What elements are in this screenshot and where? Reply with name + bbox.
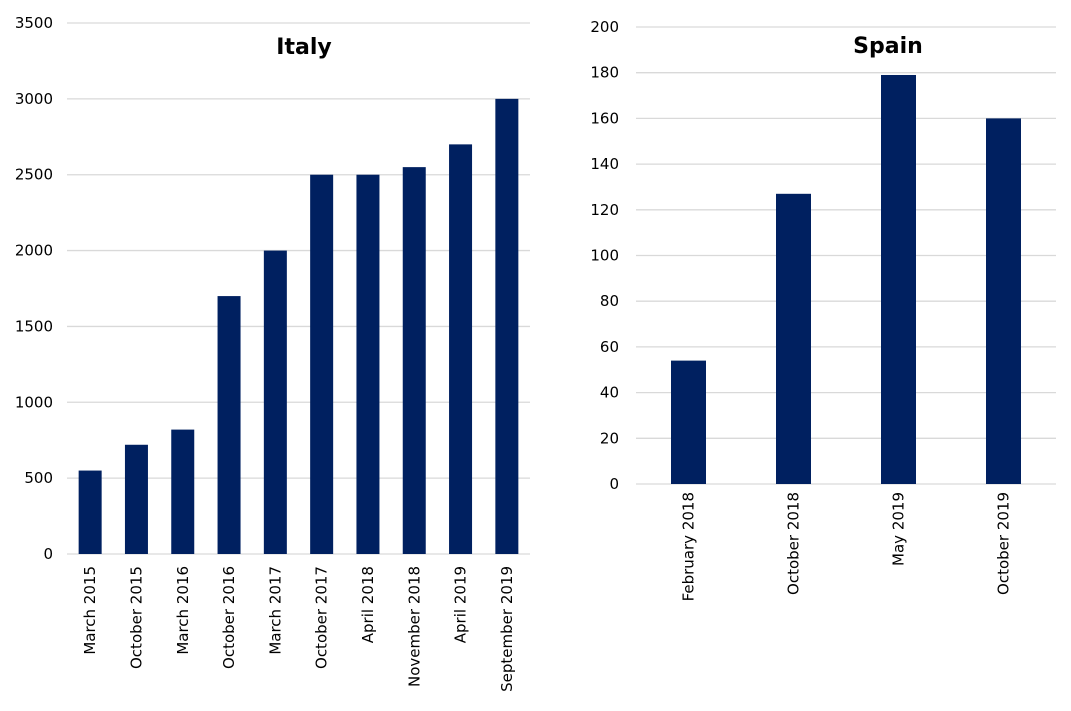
italy-y-tick-label: 500 [24,469,53,487]
spain-y-tick-label: 200 [590,18,619,36]
spain-x-tick-label: May 2019 [890,492,908,566]
italy-y-tick-label: 3500 [15,14,53,32]
italy-x-tick-label: September 2019 [498,566,516,692]
spain-y-tick-label: 20 [600,429,619,447]
spain-y-tick-label: 140 [590,155,619,173]
italy-bar [402,167,426,554]
italy-y-tick-label: 3000 [15,90,53,108]
italy-chart-title: Italy [276,35,331,60]
spain-chart-title: Spain [853,34,923,59]
italy-x-tick-label: October 2016 [220,566,238,669]
italy-y-tick-label: 0 [43,545,53,563]
italy-x-tick-label: March 2016 [174,566,192,655]
italy-bar [78,470,102,554]
italy-y-tick-label: 2500 [15,166,53,184]
italy-bar [310,174,334,554]
italy-x-tick-label: October 2015 [127,566,145,669]
italy-x-tick-label: March 2017 [266,566,284,655]
italy-bar [356,174,380,554]
spain-y-tick-label: 60 [600,338,619,356]
italy-y-tick-label: 1500 [15,317,53,335]
spain-bar [671,360,706,484]
italy-bar [495,98,519,554]
spain-bar [986,118,1021,485]
italy-y-tick-label: 2000 [15,242,53,260]
spain-y-tick-label: 40 [600,384,619,402]
italy-x-tick-label: November 2018 [405,566,423,687]
spain-y-tick-label: 160 [590,109,619,127]
spain-bar [881,74,916,485]
italy-x-tick-label: October 2017 [313,566,331,669]
spain-chart: Spain 0 20 40 60 80 100 120 140 160 180 200 Februar… [590,18,1056,601]
spain-y-tick-label: 180 [590,64,619,82]
italy-y-tick-label: 1000 [15,393,53,411]
italy-bar [263,250,287,555]
spain-y-tick-label: 120 [590,201,619,219]
spain-bar [776,193,811,484]
italy-x-tick-label: April 2019 [452,566,470,643]
italy-bar [449,144,473,554]
italy-chart: Italy 0 500 1000 1500 2000 2500 3000 3500 March … [15,14,530,692]
spain-x-tick-label: October 2018 [785,492,803,595]
italy-bar [217,296,241,554]
spain-y-tick-label: 0 [609,475,619,493]
spain-y-tick-label: 100 [590,247,619,265]
italy-bar [171,429,195,554]
spain-x-tick-label: October 2019 [995,492,1013,595]
italy-x-tick-label: April 2018 [359,566,377,643]
italy-x-tick-label: March 2015 [81,566,99,655]
italy-bar [124,444,148,554]
spain-y-tick-label: 80 [600,292,619,310]
spain-x-tick-label: February 2018 [680,492,698,601]
